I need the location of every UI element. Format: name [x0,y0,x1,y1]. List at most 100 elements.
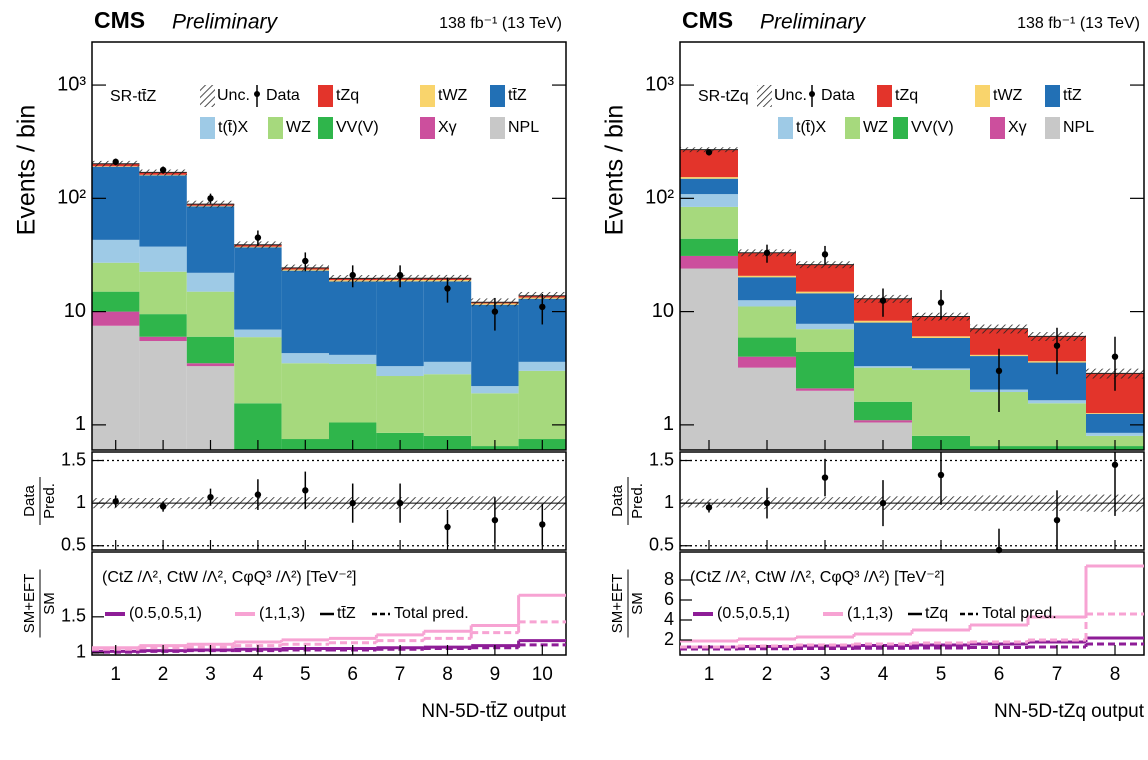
data-point [444,285,451,292]
title: CMS [94,7,145,33]
legend-swatch [845,117,860,139]
x-tick-label: 7 [1052,664,1063,685]
stack-segment [281,363,329,440]
stack-segment [519,454,566,459]
eft-y-label-den: SM [629,592,646,615]
data-point [349,271,356,279]
ratio-point [1111,461,1119,468]
x-tick-label: 8 [1110,664,1121,685]
stack-segment [1086,413,1144,414]
ratio-y-label-num: Data [609,485,626,517]
eft-header: (CtZ /Λ², CtW /Λ², CφQ³ /Λ²) [TeV⁻²] [102,569,356,586]
legend-label: Xγ [438,119,457,136]
stack-segment [738,337,796,357]
ratio-y-tick-label: 1 [664,492,674,512]
x-tick-label: 1 [704,664,715,685]
stack-segment [796,351,854,389]
y-tick-label: 10³ [57,73,86,95]
stack-segment [912,316,970,337]
eft-legend-label: (0.5,0.5,1) [717,605,790,622]
legend-label: VV(V) [911,119,954,136]
stack-segment [186,206,235,273]
stack-segment [186,366,235,450]
stack-segment [680,177,738,179]
stack-segment [186,336,235,364]
legend-swatch [1045,85,1060,107]
x-tick-label: 3 [820,664,831,685]
ratio-point [705,504,713,511]
ratio-point [207,493,214,501]
stack-segment [234,337,282,404]
data-point [254,234,262,241]
eft-frame [679,551,1145,656]
ratio-point [302,487,309,494]
stack-segment [738,356,796,368]
y-tick-label: 10² [57,187,86,209]
stack-segment [912,368,970,371]
eft-legend-label: tt̄Z [337,605,356,622]
ratio-point [539,521,546,528]
stack-segment [92,239,140,263]
x-tick-label: 6 [347,664,358,685]
stack-segment [186,272,235,292]
x-tick-label: 4 [253,664,264,685]
legend-label: Data [266,87,300,104]
data-point [1053,342,1061,349]
stack-segment [738,300,796,307]
x-tick-label: 10 [532,664,553,685]
legend-swatch [757,85,772,107]
legend-label: Unc. [774,87,807,104]
stack-segment [139,341,187,450]
stack-segment [139,271,187,315]
legend-swatch [420,117,435,139]
stack-segment [680,255,738,269]
stack-segment [738,277,796,301]
x-tick-label: 2 [158,664,169,685]
data-point [112,158,119,166]
eft-legend-label: Total pred. [394,605,469,622]
eft-y-label-num: SM+EFT [21,574,38,634]
stack-segment [424,454,471,459]
ratio-point [821,474,829,481]
stack-segment [796,388,854,391]
eft-y-tick-label: 1 [76,642,86,662]
x-tick-label: 5 [300,664,311,685]
stack-segment [329,363,377,423]
stack-segment [854,367,912,402]
data-point [491,308,499,315]
stack-segment [282,454,329,459]
stack-segment [92,166,140,240]
data-point [1111,353,1119,360]
stack-segment [92,262,140,292]
legend-label: tWZ [993,87,1023,104]
stack-segment [186,363,235,367]
stack-segment [796,329,854,352]
stack-segment [139,175,187,247]
stack-segment [376,281,424,367]
eft-legend-label: (1,1,3) [847,605,893,622]
stack-segment [518,370,566,440]
legend-swatch [809,91,815,97]
x-tick-label: 3 [205,664,216,685]
y-axis-label: Events / bin [601,105,629,236]
stack-segment [376,376,424,433]
stack-segment [471,454,518,459]
stack-segment [738,275,796,278]
legend-swatch [268,117,283,139]
legend-swatch [1045,117,1060,139]
stack-segment [1086,432,1144,436]
eft-legend-label: Total pred. [982,605,1057,622]
stack-segment [1086,413,1144,433]
stack-segment [329,281,377,355]
ratio-point [112,498,119,505]
stack-segment [92,291,140,312]
ratio-point [937,471,945,479]
ratio-panel [92,471,566,545]
y-tick-label: 10³ [645,73,674,95]
legend-label: tWZ [438,87,468,104]
data-point [995,367,1003,375]
x-tick-label: 9 [490,664,501,685]
x-tick-label: 8 [442,664,453,685]
ratio-y-tick-label: 1.5 [61,449,86,469]
title: CMS [682,7,733,33]
